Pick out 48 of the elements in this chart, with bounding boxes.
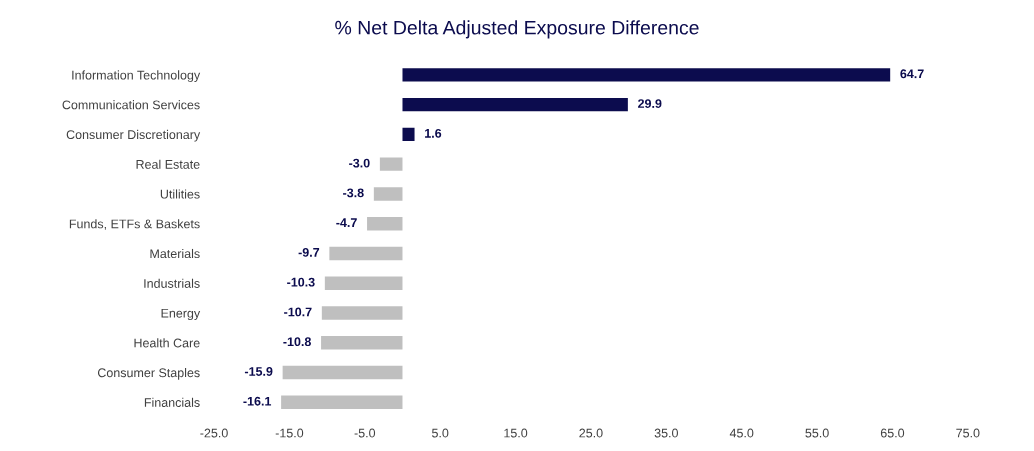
y-tick-label: Consumer Staples xyxy=(97,368,200,380)
data-label: -9.7 xyxy=(298,247,320,257)
bar xyxy=(329,246,403,261)
data-label: -3.8 xyxy=(343,188,364,198)
y-tick-label: Health Care xyxy=(134,338,200,348)
y-tick-label: Materials xyxy=(150,248,200,259)
y-tick-label: Information Technology xyxy=(72,70,201,82)
x-tick-label: -5.0 xyxy=(354,428,376,438)
bar xyxy=(402,68,891,82)
x-tick-label: 45.0 xyxy=(729,428,754,438)
x-tick-label: 15.0 xyxy=(504,428,528,438)
y-tick-label: Energy xyxy=(161,308,201,321)
y-tick-label: Real Estate xyxy=(136,159,200,169)
data-label: 1.6 xyxy=(425,128,442,138)
x-tick-label: 75.0 xyxy=(956,428,980,438)
data-label: -10.3 xyxy=(287,277,315,287)
y-tick-label: Industrials xyxy=(144,278,200,288)
bar xyxy=(321,306,403,320)
y-tick-label: Utilities xyxy=(160,189,200,199)
bar xyxy=(402,97,628,112)
y-tick-label: Consumer Discretionary xyxy=(66,129,201,142)
data-label: -4.7 xyxy=(336,218,357,227)
bar xyxy=(281,395,403,409)
data-label: -3.0 xyxy=(349,158,370,168)
x-tick-label: 25.0 xyxy=(579,428,603,438)
bar xyxy=(379,157,403,171)
bar xyxy=(402,127,415,142)
data-label: 64.7 xyxy=(900,69,924,79)
x-tick-label: 5.0 xyxy=(431,428,449,438)
bar xyxy=(373,187,403,201)
bar xyxy=(321,336,403,350)
data-label: -15.9 xyxy=(244,367,273,376)
data-label: 29.9 xyxy=(638,99,662,108)
data-label: -10.7 xyxy=(284,307,312,317)
chart-title: % Net Delta Adjusted Exposure Difference xyxy=(335,20,699,39)
bar xyxy=(367,217,403,231)
data-label: -10.8 xyxy=(283,337,311,347)
data-label: -16.1 xyxy=(243,396,272,406)
y-tick-label: Funds, ETFs & Baskets xyxy=(69,219,200,230)
y-tick-label: Financials xyxy=(144,397,200,407)
x-tick-label: 65.0 xyxy=(880,428,905,438)
bar xyxy=(282,365,403,380)
bar xyxy=(324,276,403,290)
x-tick-label: -25.0 xyxy=(200,428,228,438)
y-tick-label: Communication Services xyxy=(62,100,200,110)
x-tick-label: 55.0 xyxy=(805,428,829,438)
x-tick-label: 35.0 xyxy=(654,428,678,438)
x-tick-label: -15.0 xyxy=(275,428,304,438)
